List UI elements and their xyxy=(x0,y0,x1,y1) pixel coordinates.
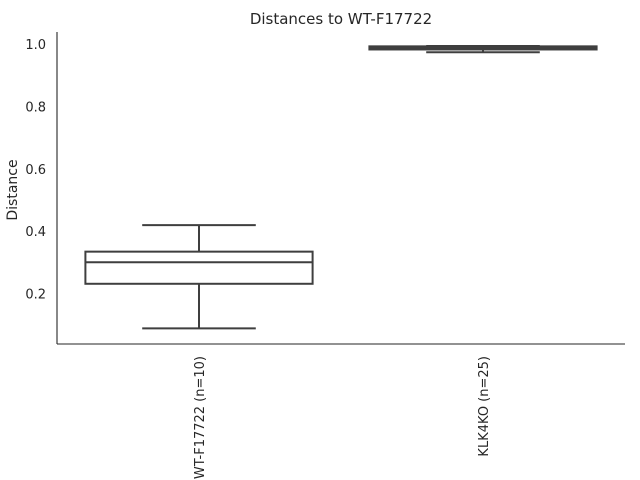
x-tick-label: KLK4KO (n=25) xyxy=(477,356,492,457)
y-tick-label: 0.2 xyxy=(25,288,46,303)
y-tick-label: 0.8 xyxy=(25,100,46,115)
y-tick-label: 0.6 xyxy=(25,163,46,178)
x-tick-labels: WT-F17722 (n=10) KLK4KO (n=25) xyxy=(193,356,492,479)
x-tick-label: WT-F17722 (n=10) xyxy=(193,356,208,479)
box-iqr xyxy=(84,250,314,285)
box-2 xyxy=(368,45,598,54)
y-tick-label: 0.4 xyxy=(25,225,46,240)
y-tick-labels: 0.2 0.4 0.6 0.8 1.0 xyxy=(25,38,46,303)
y-axis-label: Distance xyxy=(5,159,21,220)
chart-title: Distances to WT-F17722 xyxy=(250,10,432,28)
y-tick-label: 1.0 xyxy=(25,38,46,53)
box-1 xyxy=(84,224,314,330)
box-series xyxy=(84,45,598,330)
